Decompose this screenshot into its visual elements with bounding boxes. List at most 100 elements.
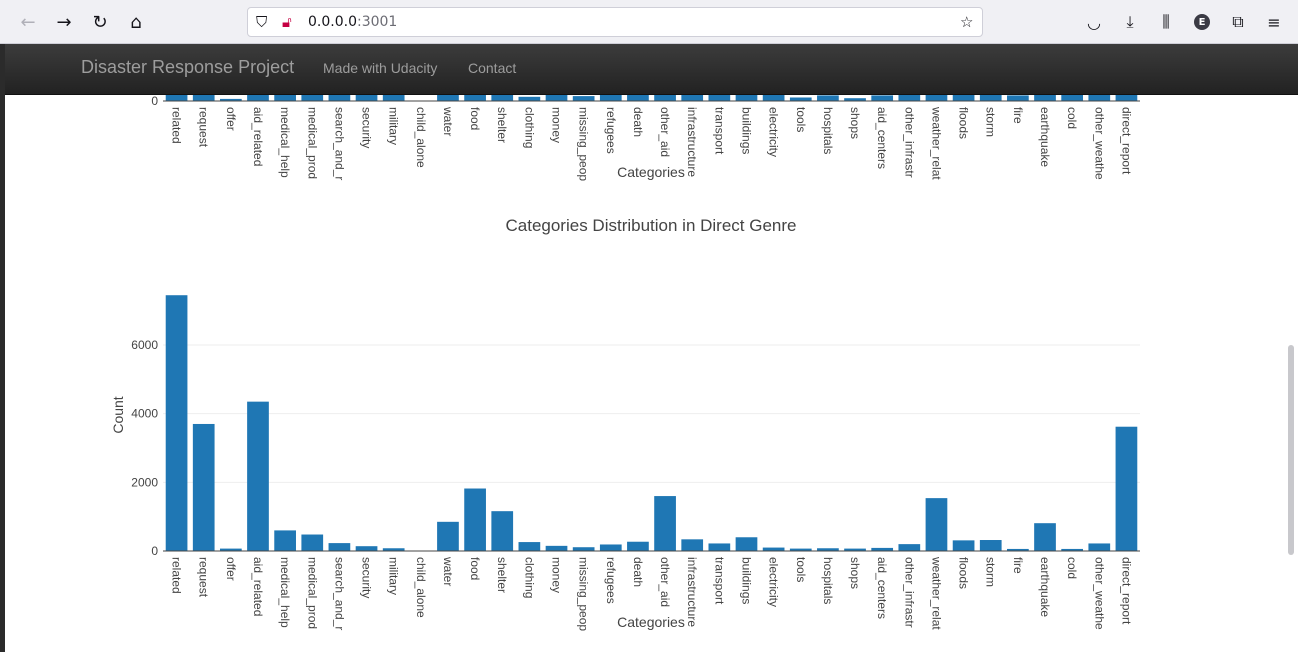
nav-link-udacity[interactable]: Made with Udacity <box>323 60 438 76</box>
puzzle-icon[interactable]: ⧉ <box>1232 12 1244 31</box>
reload-icon[interactable]: ↻ <box>92 11 108 33</box>
library-icon[interactable]: ⫼ <box>1162 12 1170 31</box>
x-tick-label: hospitals <box>821 557 835 604</box>
bar <box>599 544 622 551</box>
x-tick-label: death <box>631 107 645 137</box>
url-bar[interactable]: ⛉ 🔓︎ 0.0.0.0:3001 ☆ <box>247 7 983 37</box>
x-tick-label: food <box>468 557 482 580</box>
y-tick-label: 2000 <box>131 475 158 489</box>
x-tick-label: aid_centers <box>875 107 889 169</box>
x-tick-label: missing_peop <box>577 107 591 181</box>
x-tick-label: related <box>170 107 184 144</box>
bar <box>844 98 866 101</box>
browser-toolbar: ← → ↻ ⌂ ⛉ 🔓︎ 0.0.0.0:3001 ☆ ◡ ⤓ ⫼ E ⧉ ≡ <box>0 0 1298 44</box>
url-text[interactable]: 0.0.0.0:3001 <box>308 14 398 30</box>
x-tick-label: money <box>550 107 564 143</box>
x-tick-label: transport <box>712 107 726 155</box>
x-tick-label: direct_report <box>1119 107 1133 175</box>
bar <box>1115 426 1138 551</box>
x-tick-label: refugees <box>604 107 618 154</box>
bar <box>464 488 486 551</box>
page-scrollbar[interactable] <box>1288 345 1294 555</box>
x-tick-label: child_alone <box>414 557 428 618</box>
star-icon[interactable]: ☆ <box>960 13 974 31</box>
x-tick-label: shops <box>848 107 862 139</box>
x-tick-label: fire <box>1011 557 1025 574</box>
x-axis-title: Categories <box>617 164 685 180</box>
bar <box>274 530 296 551</box>
x-tick-label: electricity <box>767 107 781 157</box>
bar <box>979 540 1002 551</box>
x-tick-label: fire <box>1011 107 1025 124</box>
x-tick-label: clothing <box>522 557 536 598</box>
x-tick-label: missing_peop <box>577 557 591 631</box>
y-tick-label: 6000 <box>131 338 158 352</box>
bar <box>545 545 568 551</box>
y-tick-label: 0 <box>151 544 158 558</box>
bar <box>627 541 649 551</box>
x-tick-label: shops <box>848 557 862 589</box>
x-tick-label: aid_related <box>251 107 265 166</box>
x-tick-label: related <box>170 557 184 594</box>
x-tick-label: water <box>441 556 455 586</box>
x-tick-label: tools <box>794 557 808 582</box>
forward-arrow-icon[interactable]: → <box>56 11 72 33</box>
bar <box>789 548 812 551</box>
x-tick-label: weather_relat <box>929 106 943 180</box>
x-tick-label: earthquake <box>1038 107 1052 167</box>
bar <box>1061 548 1084 551</box>
x-tick-label: security <box>360 107 374 148</box>
shield-icon[interactable]: ⛉ <box>256 13 268 31</box>
bar <box>219 98 242 101</box>
bar <box>301 534 324 551</box>
x-tick-label: other_infrastr <box>902 557 916 628</box>
navbar-brand[interactable]: Disaster Response Project <box>81 57 295 77</box>
x-tick-label: medical_help <box>278 557 292 628</box>
x-tick-label: weather_relat <box>929 556 943 630</box>
x-tick-label: offer <box>224 557 238 581</box>
x-tick-label: death <box>631 557 645 587</box>
pocket-icon[interactable]: ◡ <box>1087 12 1101 32</box>
bar <box>925 498 948 551</box>
bar <box>898 544 921 551</box>
bar <box>1007 95 1029 101</box>
bar <box>817 95 839 101</box>
bar <box>518 96 541 101</box>
hamburger-menu-icon[interactable]: ≡ <box>1267 12 1281 32</box>
x-tick-label: food <box>468 107 482 130</box>
bar <box>681 539 704 551</box>
x-tick-label: other_aid <box>658 107 672 157</box>
x-tick-label: electricity <box>767 557 781 607</box>
x-tick-label: buildings <box>739 557 753 604</box>
download-icon[interactable]: ⤓ <box>1126 12 1134 31</box>
bar <box>871 547 894 551</box>
insecure-lock-icon[interactable]: 🔓︎ <box>282 13 292 31</box>
bar <box>247 401 269 551</box>
x-tick-label: medical_prod <box>305 107 319 179</box>
x-tick-label: other_weathe <box>1092 557 1106 630</box>
profile-icon[interactable]: E <box>1188 8 1216 36</box>
bar <box>1034 523 1056 551</box>
x-tick-label: shelter <box>495 107 509 143</box>
bar <box>1007 548 1029 551</box>
bar <box>437 521 459 551</box>
x-tick-label: infrastructure <box>685 107 699 177</box>
chart-title: Categories Distribution in Direct Genre <box>505 216 796 235</box>
x-tick-label: shelter <box>495 557 509 593</box>
home-icon[interactable]: ⌂ <box>130 11 142 33</box>
x-tick-label: security <box>360 557 374 598</box>
site-navbar: Disaster Response Project Made with Udac… <box>5 44 1298 95</box>
x-tick-label: search_and_r <box>332 557 346 630</box>
y-axis-title: Count <box>110 396 126 433</box>
x-tick-label: other_aid <box>658 557 672 607</box>
x-tick-label: transport <box>712 557 726 605</box>
nav-link-contact[interactable]: Contact <box>468 60 517 76</box>
x-tick-label: storm <box>984 557 998 587</box>
bar <box>844 548 866 551</box>
x-tick-label: tools <box>794 107 808 132</box>
x-tick-label: earthquake <box>1038 557 1052 617</box>
x-tick-label: other_infrastr <box>902 107 916 178</box>
x-tick-label: clothing <box>522 107 536 148</box>
back-arrow-icon[interactable]: ← <box>20 11 36 33</box>
bar <box>952 540 975 551</box>
